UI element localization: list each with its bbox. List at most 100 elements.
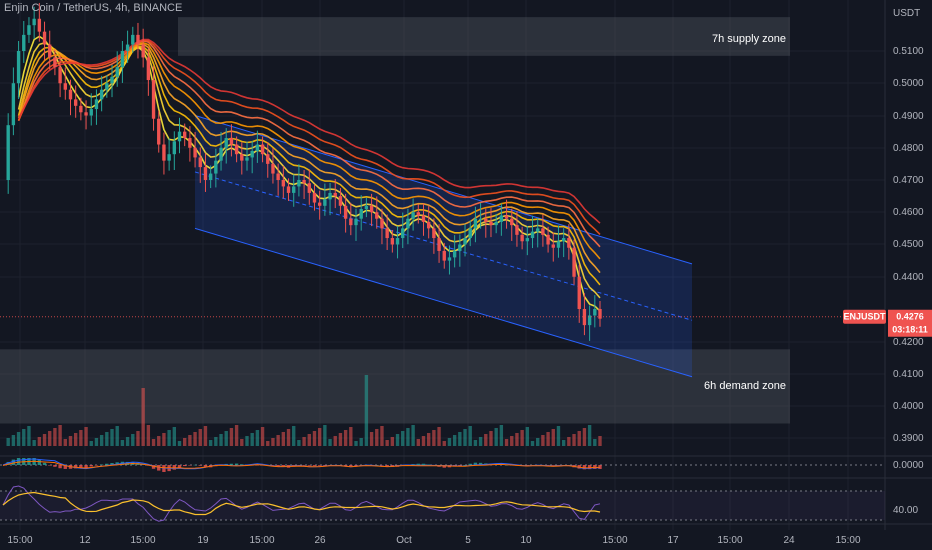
- candle-body: [260, 144, 265, 155]
- candle-body: [582, 309, 587, 326]
- macd-pane: [0, 458, 885, 472]
- volume-bar: [572, 434, 576, 446]
- volume-bar: [375, 429, 379, 446]
- macd-signal-line: [2, 460, 600, 469]
- price-tick: 0.5100: [893, 46, 924, 57]
- candle-body: [250, 150, 254, 158]
- volume-bar: [494, 428, 498, 446]
- volume-bar: [312, 431, 317, 446]
- volume-bar: [598, 436, 602, 446]
- volume-bar: [478, 437, 483, 446]
- volume-bar: [63, 439, 67, 446]
- volume-bar: [541, 435, 545, 446]
- candle-body: [385, 228, 389, 239]
- volume-bar: [188, 435, 192, 446]
- volume-bar: [16, 432, 21, 446]
- candle-body: [27, 25, 31, 35]
- volume-bar: [411, 425, 415, 446]
- volume-bar: [343, 430, 348, 446]
- volume-bar: [442, 441, 446, 446]
- candle-body: [89, 109, 93, 116]
- macd-histogram-bar: [380, 465, 384, 466]
- macd-histogram-bar: [546, 465, 550, 466]
- candle-body: [188, 138, 192, 148]
- ema-ribbon-line: [17, 40, 601, 248]
- candle-body: [572, 247, 576, 277]
- volume-bar: [110, 429, 114, 446]
- volume-bar: [395, 434, 400, 446]
- volume-bar: [463, 429, 467, 446]
- candle-body: [125, 44, 130, 51]
- candle-body: [276, 173, 280, 180]
- candle-body: [515, 225, 519, 235]
- channel-lower: [194, 227, 693, 378]
- volume-bar: [349, 427, 353, 446]
- volume-bar: [458, 432, 462, 446]
- candle-body: [369, 205, 374, 213]
- volume-bar: [229, 428, 234, 446]
- volume-bar: [151, 439, 156, 446]
- volume-bar: [317, 428, 322, 446]
- candle-body: [110, 76, 114, 84]
- rsi-band: [0, 491, 885, 520]
- macd-histogram-bar: [177, 465, 182, 468]
- volume-bar: [525, 427, 530, 446]
- macd-histogram-bar: [385, 465, 389, 467]
- candle-body: [375, 212, 379, 219]
- volume-bar: [567, 437, 571, 446]
- candle-body: [593, 309, 597, 316]
- candle-body: [198, 157, 202, 168]
- time-tick: 12: [79, 535, 91, 546]
- candle-body: [359, 209, 363, 219]
- volume-bar: [577, 431, 581, 446]
- rsi-pane: [0, 485, 885, 522]
- volume-bar: [593, 439, 597, 446]
- rsi-tick: 40.00: [893, 505, 918, 516]
- candle-body: [541, 228, 545, 235]
- volume-bar: [131, 434, 135, 446]
- time-tick: 5: [465, 535, 471, 546]
- macd-histogram-bar: [582, 465, 587, 470]
- macd-histogram-bar: [421, 463, 426, 465]
- candle-body: [484, 218, 488, 222]
- macd-histogram-bar: [203, 465, 208, 468]
- macd-histogram-bar: [188, 465, 192, 466]
- candle-body: [203, 167, 208, 180]
- volume-bar: [99, 435, 104, 446]
- price-tick: 0.4000: [893, 401, 924, 412]
- volume-bar: [281, 432, 286, 446]
- volume-bar: [11, 435, 16, 446]
- volume-bar: [172, 427, 177, 446]
- volume-bar: [426, 433, 431, 446]
- candle-body: [494, 221, 498, 226]
- candle-body: [452, 250, 457, 258]
- candle-body: [338, 196, 343, 206]
- macd-histogram-bar: [276, 465, 280, 467]
- volume-bar: [58, 425, 62, 446]
- volume-bar: [499, 425, 504, 446]
- rsi-line: [2, 485, 601, 522]
- volume-bar: [437, 427, 441, 446]
- volume-bar: [401, 431, 405, 446]
- candle-body: [255, 144, 260, 151]
- candle-body: [6, 125, 10, 180]
- volume-bar: [141, 388, 145, 446]
- macd-histogram-bar: [463, 465, 467, 466]
- candle-body: [343, 205, 348, 219]
- volume-bar: [27, 426, 31, 446]
- candle-body: [58, 67, 62, 84]
- volume-bar: [385, 440, 389, 446]
- time-tick: 15:00: [7, 535, 32, 546]
- macd-histogram-bar: [240, 464, 244, 465]
- price-tick: 0.5000: [893, 78, 924, 89]
- volume-bar: [338, 433, 343, 446]
- price-tick: 0.4900: [893, 111, 924, 122]
- candle-body: [281, 180, 286, 187]
- macd-histogram-bar: [105, 463, 109, 465]
- symbol-tag: [843, 309, 886, 324]
- candle-body: [587, 315, 592, 326]
- volume-bar: [390, 437, 395, 446]
- candle-body: [214, 160, 218, 174]
- supply-zone: [178, 17, 790, 56]
